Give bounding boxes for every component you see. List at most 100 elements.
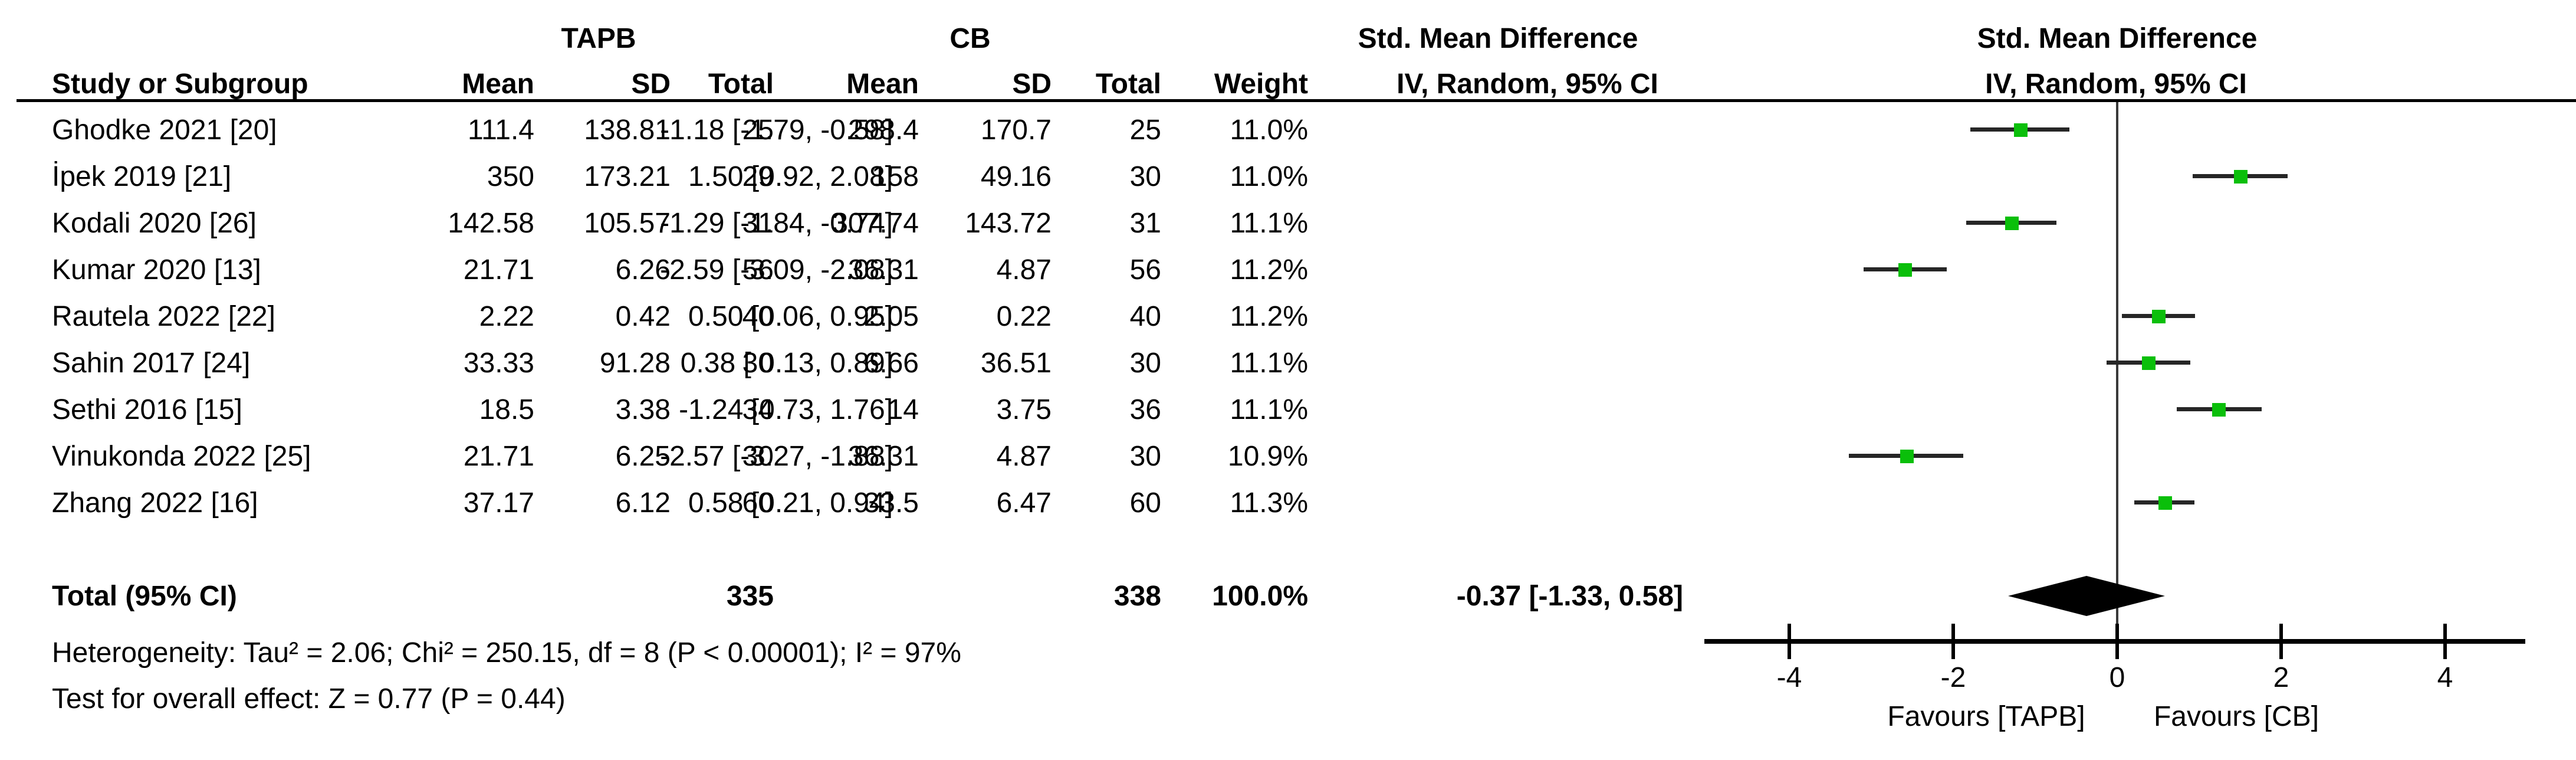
row-4-tapb-sd: 0.42 (615, 301, 671, 332)
row-2-tapb-total: 31 (742, 208, 774, 239)
row-2-tapb-mean: 142.58 (448, 208, 534, 239)
row-4-cb-total: 40 (1129, 301, 1161, 332)
row-6-tapb-total: 34 (742, 394, 774, 425)
row-4-cb-sd: 0.22 (996, 301, 1052, 332)
row-8-smd-ci-text: 0.58 [0.21, 0.94] (688, 487, 893, 519)
row-3-study-name: Kumar 2020 [13] (52, 254, 261, 286)
row-4-study-name: Rautela 2022 [22] (52, 301, 275, 332)
row-7-effect-marker (1900, 450, 1914, 463)
row-6-effect-marker (2212, 403, 2226, 417)
row-2-smd-ci-text: -1.29 [-1.84, -0.74] (660, 208, 893, 239)
row-0-cb-mean: 298.4 (847, 114, 919, 146)
row-8-tapb-mean: 37.17 (463, 487, 534, 519)
row-1-study-name: İpek 2019 [21] (52, 161, 232, 192)
row-0-weight: 11.0% (1230, 114, 1308, 146)
row-4-cb-mean: 2.05 (863, 301, 919, 332)
row-0-cb-sd: 170.7 (980, 114, 1052, 146)
total-row-weight: 100.0% (1212, 581, 1308, 612)
row-2-weight: 11.1% (1230, 208, 1308, 239)
row-0-tapb-mean: 111.4 (468, 114, 534, 146)
row-1-tapb-total: 29 (742, 161, 774, 192)
smd-table-title: Std. Mean Difference (1358, 23, 1638, 54)
row-3-effect-marker (1898, 263, 1912, 277)
col-header-mean2: Mean (846, 68, 919, 100)
row-5-smd-ci-text: 0.38 [ 0.13, 0.89] (680, 348, 893, 379)
row-4-tapb-mean: 2.22 (479, 301, 534, 332)
total-row-ci: -0.37 [-1.33, 0.58] (1456, 581, 1683, 612)
row-3-cb-total: 56 (1129, 254, 1161, 286)
row-4-weight: 11.2% (1230, 301, 1308, 332)
axis-tick-label--2: -2 (1940, 662, 1966, 693)
row-3-smd-ci-text: -2.59 [-3.09, -2.08] (660, 254, 893, 286)
axis-tick-0 (2115, 624, 2119, 659)
row-5-tapb-mean: 33.33 (463, 348, 534, 379)
row-2-cb-sd: 143.72 (965, 208, 1052, 239)
row-1-effect-marker (2234, 170, 2248, 184)
header-rule (17, 99, 2576, 102)
row-2-effect-marker (2005, 217, 2019, 230)
x-axis-line (1704, 639, 2525, 644)
row-8-cb-total: 60 (1129, 487, 1161, 519)
axis-tick-label--4: -4 (1776, 662, 1802, 693)
row-7-weight: 10.9% (1227, 441, 1308, 472)
total-row-n1: 335 (726, 581, 774, 612)
row-0-tapb-total: 25 (742, 114, 774, 146)
row-8-tapb-sd: 6.12 (615, 487, 671, 519)
row-1-tapb-sd: 173.21 (584, 161, 671, 192)
row-6-smd-ci-text: -1.24 [0.73, 1.76] (679, 394, 893, 425)
col-header-study: Study or Subgroup (52, 68, 308, 100)
summary-diamond (2008, 576, 2165, 616)
col-header-sd2: SD (1012, 68, 1052, 100)
row-8-study-name: Zhang 2022 [16] (52, 487, 258, 519)
row-2-study-name: Kodali 2020 [26] (52, 208, 257, 239)
group1-header: TAPB (561, 23, 636, 54)
row-0-tapb-sd: 138.81 (584, 114, 671, 146)
row-6-tapb-mean: 18.5 (479, 394, 534, 425)
col-header-weight: Weight (1214, 68, 1308, 100)
col-header-sd1: SD (631, 68, 671, 100)
row-4-effect-marker (2152, 310, 2166, 323)
row-7-tapb-sd: 6.25 (615, 441, 671, 472)
row-8-tapb-total: 60 (742, 487, 774, 519)
row-5-tapb-sd: 91.28 (599, 348, 671, 379)
row-7-cb-sd: 4.87 (996, 441, 1052, 472)
row-1-weight: 11.0% (1230, 161, 1308, 192)
col-header-total1: Total (708, 68, 774, 100)
row-4-tapb-total: 40 (742, 301, 774, 332)
axis-tick-label-0: 0 (2109, 662, 2125, 693)
row-8-effect-marker (2158, 496, 2172, 510)
row-6-weight: 11.1% (1230, 394, 1308, 425)
favours-left-label: Favours [TAPB] (1887, 701, 2085, 732)
row-4-smd-ci-text: 0.50 [0.06, 0.95] (688, 301, 893, 332)
row-0-effect-marker (2014, 123, 2028, 137)
row-2-cb-mean: 307.74 (832, 208, 919, 239)
axis-tick-label-4: 4 (2437, 662, 2453, 693)
row-3-weight: 11.2% (1230, 254, 1308, 286)
row-1-tapb-mean: 350 (487, 161, 534, 192)
row-7-study-name: Vinukonda 2022 [25] (52, 441, 311, 472)
row-0-study-name: Ghodke 2021 [20] (52, 114, 277, 146)
method-table-header: IV, Random, 95% CI (1397, 68, 1658, 100)
row-5-cb-sd: 36.51 (980, 348, 1052, 379)
row-8-cb-mean: 33.5 (863, 487, 919, 519)
row-1-cb-mean: 158 (871, 161, 919, 192)
axis-tick-4 (2443, 624, 2447, 659)
row-2-cb-total: 31 (1129, 208, 1161, 239)
row-3-cb-sd: 4.87 (996, 254, 1052, 286)
row-0-smd-ci-text: -1.18 [-1.79, -0.58] (660, 114, 893, 146)
group2-header: CB (949, 23, 991, 54)
row-3-tapb-mean: 21.71 (463, 254, 534, 286)
total-row-n2: 338 (1113, 581, 1161, 612)
row-6-cb-mean: 14 (887, 394, 919, 425)
row-5-effect-marker (2142, 356, 2156, 370)
row-8-cb-sd: 6.47 (996, 487, 1052, 519)
row-5-weight: 11.1% (1230, 348, 1308, 379)
axis-tick--2 (1951, 624, 1955, 659)
zero-reference-line (2116, 102, 2118, 640)
row-0-cb-total: 25 (1129, 114, 1161, 146)
row-1-smd-ci-text: 1.50 [0.92, 2.08] (688, 161, 893, 192)
row-6-study-name: Sethi 2016 [15] (52, 394, 242, 425)
total-row-label: Total (95% CI) (52, 581, 237, 612)
row-5-cb-total: 30 (1129, 348, 1161, 379)
col-header-mean1: Mean (462, 68, 534, 100)
